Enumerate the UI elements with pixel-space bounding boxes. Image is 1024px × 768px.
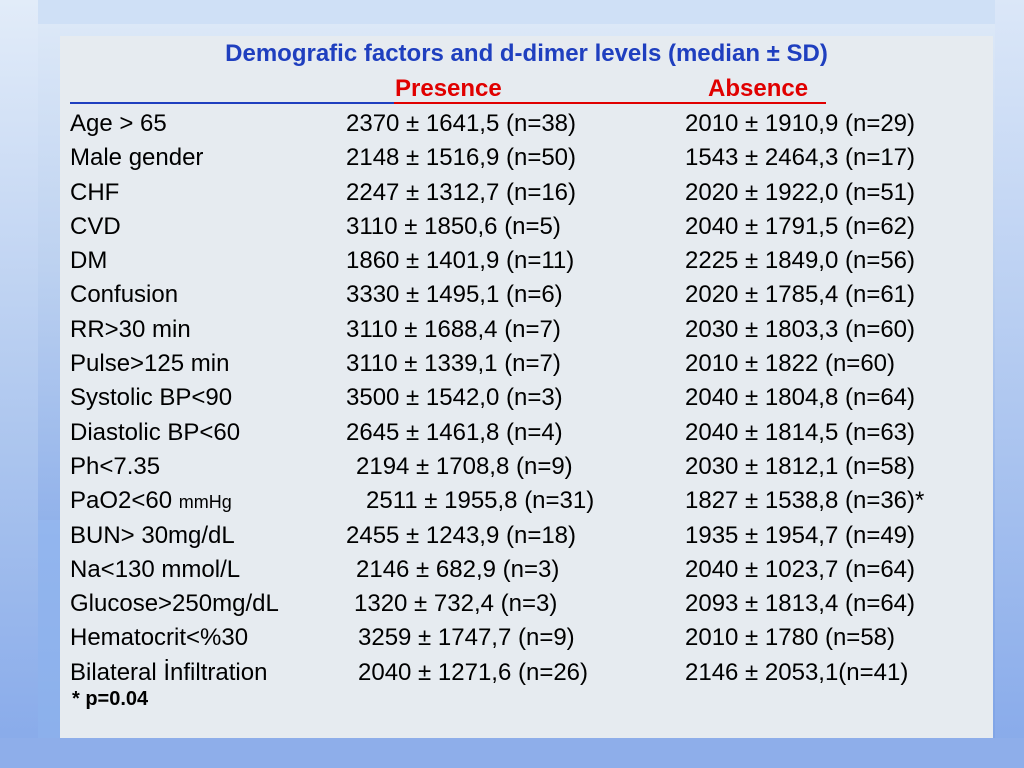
factor-unit: mmHg	[178, 492, 232, 513]
background-bar-top	[0, 0, 1024, 24]
factor-text: Male gender	[70, 144, 204, 172]
absence-value: 2040 ± 1023,7 (n=64)	[685, 555, 916, 583]
absence-value: 2010 ± 1910,9 (n=29)	[685, 110, 916, 137]
presence-value: 3330 ± 1495,1 (n=6)	[346, 281, 563, 309]
table-row: PaO2<60 mmHg 2511 ± 1955,8 (n=31) 1827 ± 1…	[60, 485, 993, 519]
factor-label: Pulse>125 min	[70, 350, 229, 378]
factor-text: Confusion	[70, 281, 179, 309]
footnote: * p=0.04	[72, 688, 149, 710]
factor-text: Na<130 mmol/L	[70, 555, 241, 583]
presence-value: 3110 ± 1339,1 (n=7)	[346, 350, 561, 378]
factor-text: Age > 65	[70, 110, 167, 137]
factor-text: Pulse>125 min	[70, 350, 230, 378]
factor-label: Bilateral İnfiltration	[70, 659, 267, 687]
slide-panel: Demografic factors and d-dimer levels (m…	[60, 36, 993, 738]
table-row: BUN> 30mg/dL 2455 ± 1243,9 (n=18) 1935 ± 1…	[60, 520, 993, 554]
factor-text: PaO2<60	[70, 487, 173, 515]
factor-text: CHF	[70, 178, 120, 206]
table-row: Age > 65 2370 ± 1641,5 (n=38) 2010 ± 1910,…	[60, 108, 993, 142]
factor-label: Ph<7.35	[70, 453, 160, 481]
table-row: Pulse>125 min 3110 ± 1339,1 (n=7) 2010 ± 1…	[60, 348, 993, 382]
background-bar-right	[995, 0, 1024, 768]
factor-text: CVD	[70, 212, 121, 240]
factor-label: BUN> 30mg/dL	[70, 522, 235, 550]
factor-label: RR>30 min	[70, 316, 191, 344]
presence-value: 2511 ± 1955,8 (n=31)	[366, 487, 595, 515]
factor-text: BUN> 30mg/dL	[70, 521, 235, 549]
presence-value: 2370 ± 1641,5 (n=38)	[346, 110, 577, 137]
table-row: Diastolic BP<60 2645 ± 1461,8 (n=4) 2040 ±…	[60, 417, 993, 451]
factor-label: CHF	[70, 179, 119, 207]
factor-text: Systolic BP<90	[70, 384, 233, 412]
data-table: Age > 65 2370 ± 1641,5 (n=38) 2010 ± 1910,…	[60, 108, 993, 691]
absence-value: 2225 ± 1849,0 (n=56)	[685, 247, 916, 275]
factor-label: Age > 65	[70, 110, 167, 138]
factor-text: Hematocrit<%30	[70, 624, 249, 652]
presence-header: Presence	[395, 75, 502, 102]
absence-value: 2030 ± 1803,3 (n=60)	[685, 315, 916, 343]
absence-value: 1827 ± 1538,8 (n=36)*	[685, 487, 925, 515]
table-row: Na<130 mmol/L 2146 ± 682,9 (n=3) 2040 ± 10…	[60, 554, 993, 588]
factor-label: Hematocrit<%30	[70, 624, 248, 652]
absence-value: 2146 ± 2053,1(n=41)	[685, 658, 909, 686]
factor-label: Na<130 mmol/L	[70, 556, 240, 584]
absence-value: 2020 ± 1922,0 (n=51)	[685, 178, 916, 206]
table-row: Male gender 2148 ± 1516,9 (n=50) 1543 ± 24…	[60, 142, 993, 176]
factor-label: DM	[70, 247, 107, 275]
absence-value: 1935 ± 1954,7 (n=49)	[685, 521, 916, 549]
absence-value: 1543 ± 2464,3 (n=17)	[685, 144, 916, 172]
table-row: Glucose>250mg/dL 1320 ± 732,4 (n=3) 2093 ±…	[60, 588, 993, 622]
absence-value: 2040 ± 1804,8 (n=64)	[685, 384, 916, 412]
table-row: RR>30 min 3110 ± 1688,4 (n=7) 2030 ± 1803,…	[60, 314, 993, 348]
presence-value: 2645 ± 1461,8 (n=4)	[346, 418, 563, 446]
table-row: Bilateral İnfiltration 2040 ± 1271,6 (n=2…	[60, 657, 993, 691]
factor-label: CVD	[70, 213, 121, 241]
presence-value: 2040 ± 1271,6 (n=26)	[358, 658, 589, 686]
presence-value: 3110 ± 1850,6 (n=5)	[346, 212, 561, 240]
absence-header: Absence	[708, 75, 809, 102]
presence-value: 3259 ± 1747,7 (n=9)	[358, 624, 575, 652]
factor-label: Diastolic BP<60	[70, 419, 240, 447]
absence-value: 2040 ± 1791,5 (n=62)	[685, 212, 916, 240]
header-rule-blue	[70, 102, 394, 104]
table-row: Confusion 3330 ± 1495,1 (n=6) 2020 ± 1785,…	[60, 279, 993, 313]
factor-text: Bilateral İnfiltration	[70, 658, 268, 686]
factor-label: Male gender	[70, 144, 203, 172]
background-bar-left	[0, 0, 38, 768]
presence-value: 2455 ± 1243,9 (n=18)	[346, 521, 577, 549]
slide-title: Demografic factors and d-dimer levels (m…	[225, 40, 828, 67]
absence-value: 2010 ± 1780 (n=58)	[685, 624, 895, 652]
presence-value: 3500 ± 1542,0 (n=3)	[346, 384, 563, 412]
table-row: Hematocrit<%30 3259 ± 1747,7 (n=9) 2010 ± …	[60, 622, 993, 656]
absence-value: 2020 ± 1785,4 (n=61)	[685, 281, 916, 309]
factor-text: RR>30 min	[70, 315, 191, 343]
background-bar-bottom	[0, 738, 1024, 768]
presence-value: 2148 ± 1516,9 (n=50)	[346, 144, 577, 172]
factor-text: Ph<7.35	[70, 452, 161, 480]
presence-value: 1320 ± 732,4 (n=3)	[354, 590, 558, 618]
header-rule-red	[394, 102, 826, 104]
presence-value: 2146 ± 682,9 (n=3)	[356, 555, 560, 583]
factor-text: DM	[70, 247, 108, 275]
factor-label: Glucose>250mg/dL	[70, 590, 279, 618]
table-row: DM 1860 ± 1401,9 (n=11) 2225 ± 1849,0 (n=5…	[60, 245, 993, 279]
presence-value: 2194 ± 1708,8 (n=9)	[356, 452, 573, 480]
factor-text: Diastolic BP<60	[70, 418, 241, 446]
table-row: CHF 2247 ± 1312,7 (n=16) 2020 ± 1922,0 (n=…	[60, 177, 993, 211]
factor-text: Glucose>250mg/dL	[70, 590, 279, 618]
factor-label: Systolic BP<90	[70, 384, 232, 412]
table-row: CVD 3110 ± 1850,6 (n=5) 2040 ± 1791,5 (n=6…	[60, 211, 993, 245]
absence-value: 2010 ± 1822 (n=60)	[685, 350, 895, 378]
absence-value: 2040 ± 1814,5 (n=63)	[685, 418, 916, 446]
factor-label: PaO2<60 mmHg	[70, 487, 232, 515]
presence-value: 1860 ± 1401,9 (n=11)	[346, 247, 575, 275]
presence-value: 3110 ± 1688,4 (n=7)	[346, 315, 561, 343]
table-row: Systolic BP<90 3500 ± 1542,0 (n=3) 2040 ± …	[60, 382, 993, 416]
factor-label: Confusion	[70, 281, 178, 309]
absence-value: 2030 ± 1812,1 (n=58)	[685, 452, 916, 480]
table-row: Ph<7.35 2194 ± 1708,8 (n=9) 2030 ± 1812,1 …	[60, 451, 993, 485]
absence-value: 2093 ± 1813,4 (n=64)	[685, 590, 916, 618]
presence-value: 2247 ± 1312,7 (n=16)	[346, 178, 577, 206]
